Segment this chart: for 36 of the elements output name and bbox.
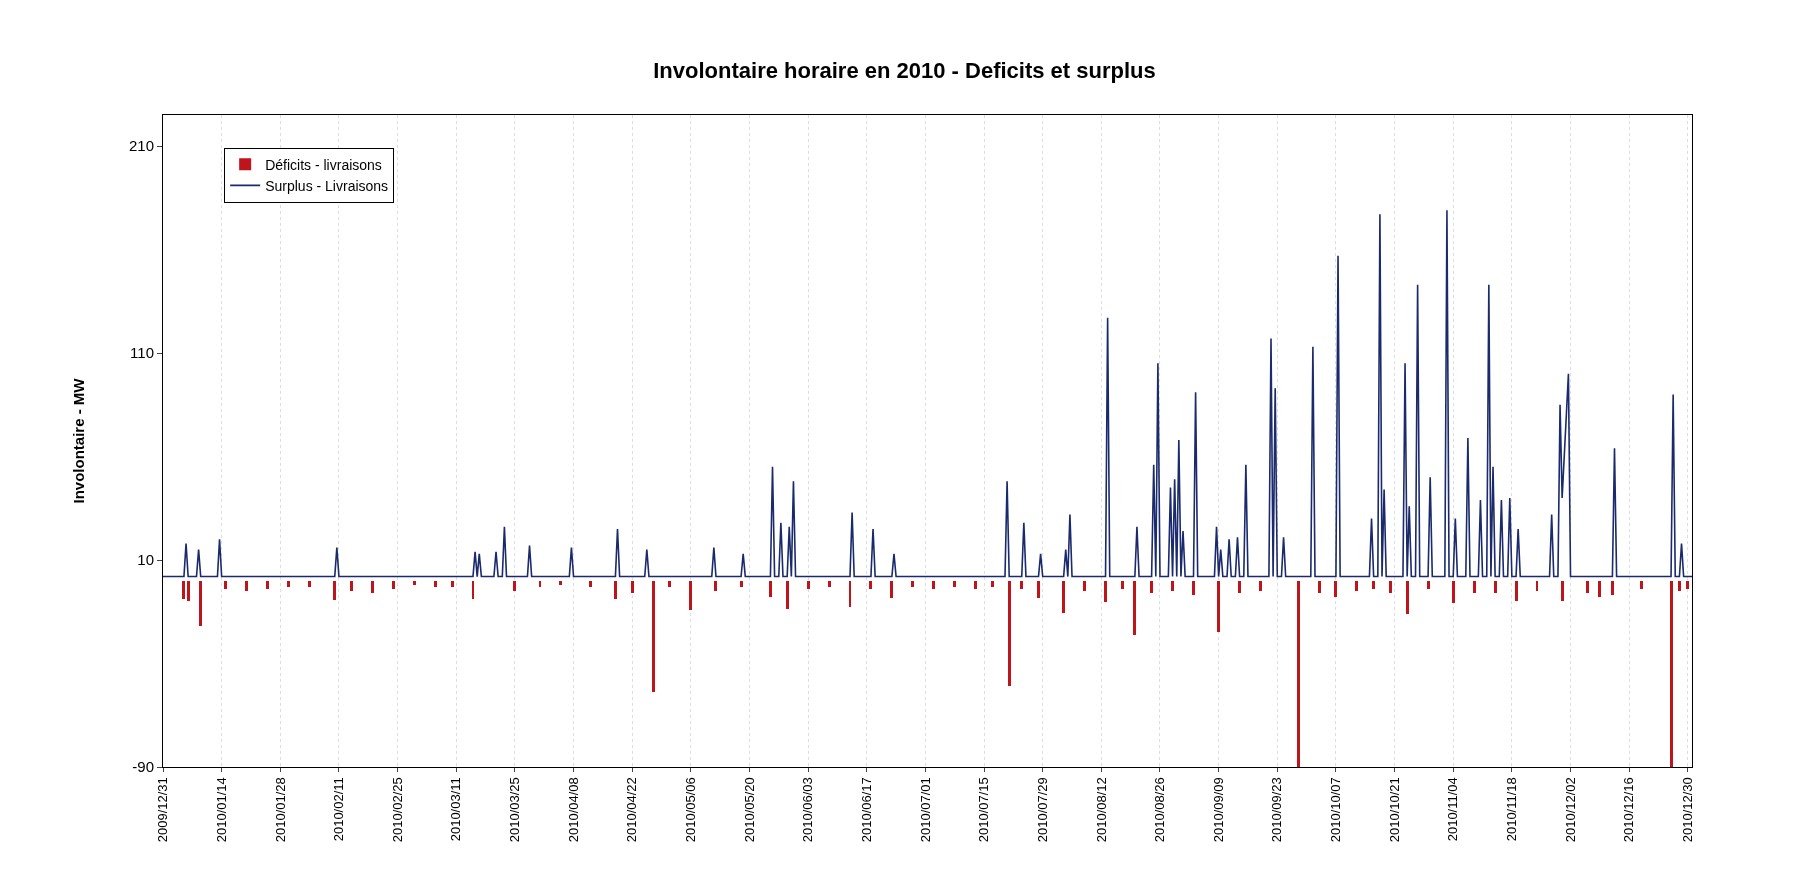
x-tick-label: 2010/02/25 [389,777,405,843]
x-tick-label: 2010/12/16 [1621,777,1637,843]
x-tick-label: 2010/07/29 [1034,777,1050,843]
x-tick-label: 2010/07/15 [976,777,992,843]
x-tick-label: 2010/09/09 [1210,777,1226,843]
x-tick-label: 2010/10/07 [1328,777,1344,843]
y-tick-label: -90 [132,758,154,776]
x-tick-label: 2010/01/28 [272,777,288,843]
legend-label: Déficits - livraisons [265,156,382,173]
x-tick-label: 2010/06/03 [800,777,816,843]
x-tick-label: 2010/11/18 [1504,777,1520,842]
x-tick-label: 2010/10/21 [1386,777,1402,843]
x-tick-label: 2010/02/11 [331,777,347,842]
legend-label: Surplus - Livraisons [265,177,389,194]
x-tick-label: 2010/05/20 [741,777,757,843]
x-tick-label: 2010/08/12 [1093,777,1109,843]
chart-title: Involontaire horaire en 2010 - Deficits et surplus [653,57,1156,83]
x-tick-label: 2009/12/31 [155,777,171,843]
x-tick-label: 2010/03/25 [507,777,523,843]
x-tick-label: 2010/01/14 [213,777,229,843]
y-axis-title: Involontaire - MW [70,377,88,504]
x-tick-label: 2010/12/30 [1680,777,1696,843]
x-tick-label: 2010/04/08 [565,777,581,843]
x-tick-label: 2010/11/04 [1445,777,1461,842]
y-tick-label: 110 [130,344,154,362]
line-series [163,209,1692,578]
x-tick-label: 2010/07/01 [917,777,933,843]
y-tick-label: 210 [128,137,154,155]
x-tick-label: 2010/08/26 [1152,777,1168,843]
x-tick-label: 2010/03/11 [448,777,464,842]
y-tick-label: 10 [137,551,154,569]
x-tick-label: 2010/04/22 [624,777,640,843]
x-tick-label: 2010/06/17 [858,777,874,843]
x-tick-label: 2010/05/06 [683,777,699,843]
x-tick-label: 2010/12/02 [1562,777,1578,843]
x-tick-label: 2010/09/23 [1269,777,1285,843]
